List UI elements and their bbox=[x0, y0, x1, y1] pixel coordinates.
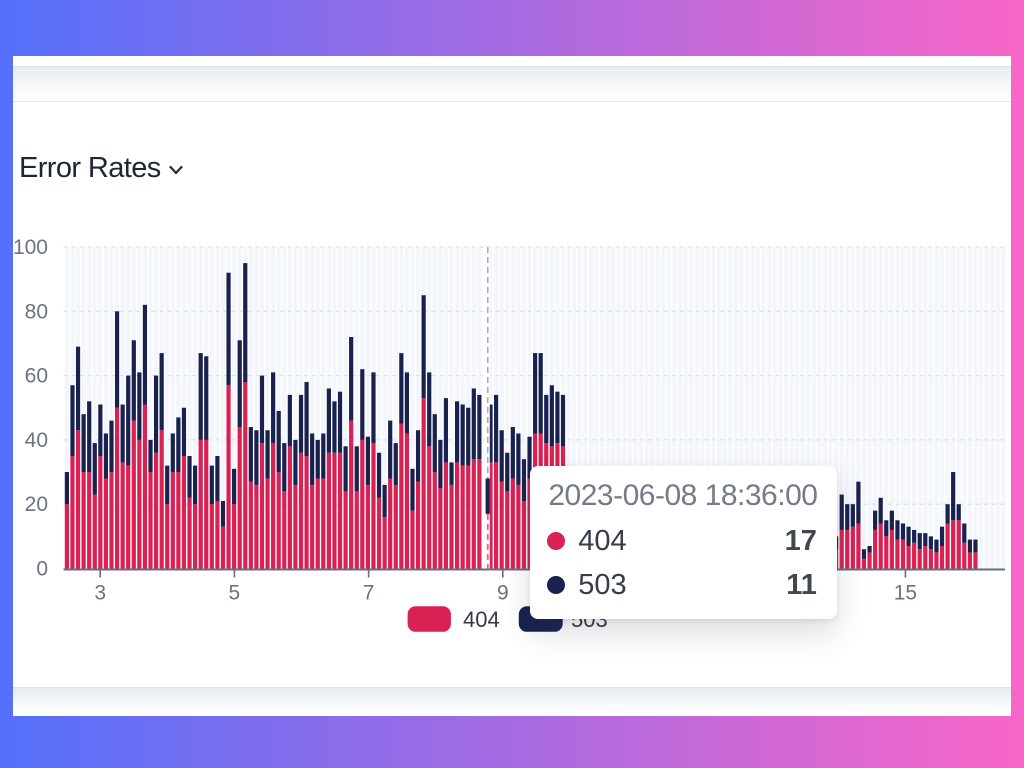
svg-text:60: 60 bbox=[25, 365, 48, 388]
svg-text:80: 80 bbox=[25, 300, 48, 323]
svg-text:15: 15 bbox=[894, 582, 917, 605]
svg-text:3: 3 bbox=[94, 582, 106, 605]
svg-text:20: 20 bbox=[25, 493, 48, 516]
svg-text:100: 100 bbox=[13, 236, 48, 259]
svg-text:404: 404 bbox=[463, 607, 500, 632]
svg-text:40: 40 bbox=[25, 429, 48, 452]
svg-text:9: 9 bbox=[497, 582, 509, 605]
svg-text:7: 7 bbox=[363, 582, 375, 605]
svg-text:0: 0 bbox=[36, 558, 48, 581]
svg-text:5: 5 bbox=[229, 582, 241, 605]
